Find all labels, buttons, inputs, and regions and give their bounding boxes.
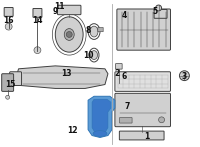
Text: 1: 1 xyxy=(144,132,149,141)
Text: 6: 6 xyxy=(121,72,126,81)
Text: 14: 14 xyxy=(32,16,43,25)
Polygon shape xyxy=(88,96,115,137)
Ellipse shape xyxy=(90,26,98,37)
Circle shape xyxy=(6,95,10,99)
Text: 5: 5 xyxy=(152,7,157,16)
FancyBboxPatch shape xyxy=(57,5,81,15)
FancyBboxPatch shape xyxy=(4,7,13,16)
Text: 8: 8 xyxy=(85,26,91,35)
Text: 2: 2 xyxy=(114,69,120,78)
Text: 7: 7 xyxy=(124,102,130,111)
Text: 11: 11 xyxy=(54,1,65,11)
FancyBboxPatch shape xyxy=(98,27,103,32)
FancyBboxPatch shape xyxy=(2,74,14,91)
Text: 16: 16 xyxy=(3,16,14,25)
Text: 13: 13 xyxy=(61,69,71,78)
Text: 3: 3 xyxy=(182,72,187,81)
Circle shape xyxy=(66,32,72,37)
Polygon shape xyxy=(92,99,111,134)
FancyBboxPatch shape xyxy=(115,93,171,127)
Circle shape xyxy=(156,5,162,11)
Text: 9: 9 xyxy=(53,7,58,16)
Ellipse shape xyxy=(93,131,107,137)
FancyBboxPatch shape xyxy=(154,9,167,18)
FancyBboxPatch shape xyxy=(117,9,171,50)
Circle shape xyxy=(159,117,165,123)
Text: 15: 15 xyxy=(5,80,16,89)
Circle shape xyxy=(34,47,41,54)
Ellipse shape xyxy=(55,17,83,52)
FancyBboxPatch shape xyxy=(115,72,171,91)
Circle shape xyxy=(5,23,12,30)
Text: 10: 10 xyxy=(83,51,93,60)
Ellipse shape xyxy=(91,51,98,60)
Polygon shape xyxy=(16,66,108,88)
Text: 12: 12 xyxy=(67,126,77,135)
FancyBboxPatch shape xyxy=(10,72,22,86)
FancyBboxPatch shape xyxy=(116,64,122,69)
FancyBboxPatch shape xyxy=(120,118,132,123)
FancyBboxPatch shape xyxy=(33,9,42,17)
Text: 4: 4 xyxy=(121,11,126,20)
Ellipse shape xyxy=(64,29,74,40)
Circle shape xyxy=(179,71,189,81)
FancyBboxPatch shape xyxy=(119,131,164,140)
